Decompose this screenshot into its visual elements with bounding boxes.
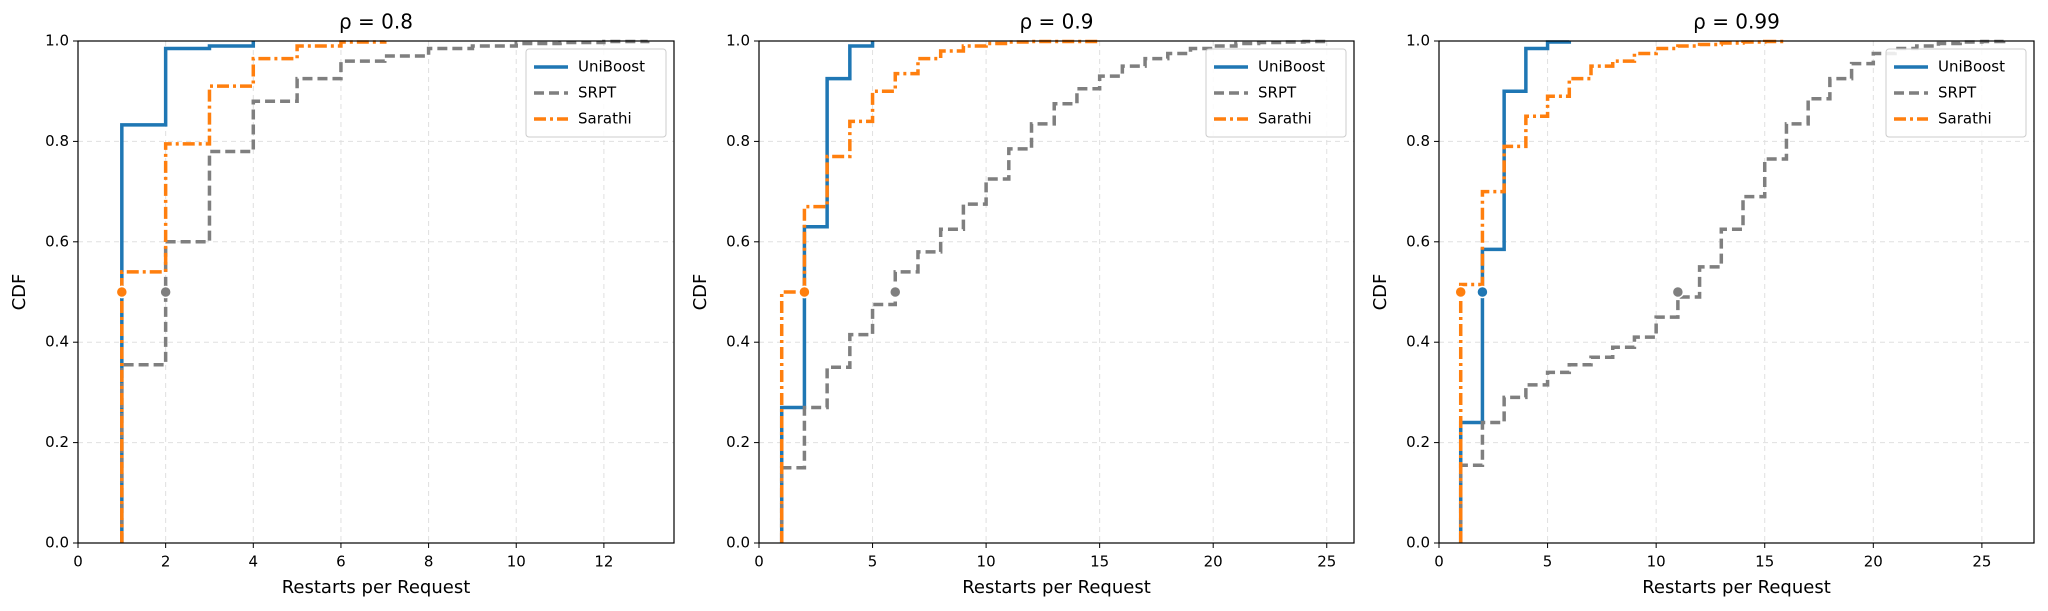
y-axis-label: CDF xyxy=(690,274,711,311)
legend-box xyxy=(525,48,667,138)
x-tick-label: 6 xyxy=(336,553,346,571)
legend-label: SRPT xyxy=(1938,84,1977,102)
median-marker xyxy=(798,285,811,299)
axes-frame xyxy=(1438,40,2035,544)
legend-label: UniBoost xyxy=(578,58,645,76)
x-tick-label: 10 xyxy=(1647,553,1666,571)
cdf-line xyxy=(779,41,875,543)
legend-label: UniBoost xyxy=(1938,58,2005,76)
median-marker xyxy=(115,285,129,299)
x-tick-label: 0 xyxy=(754,553,764,571)
cdf-line xyxy=(120,39,650,543)
chart-title: ρ = 0.9 xyxy=(1020,10,1094,34)
x-tick-label: 5 xyxy=(868,553,878,571)
median-marker xyxy=(1454,285,1467,299)
x-axis-label: Restarts per Request xyxy=(1642,577,1831,598)
legend-label: SRPT xyxy=(578,84,617,102)
y-axis-label: CDF xyxy=(1370,274,1391,311)
cdf-line xyxy=(1458,39,1789,543)
subplot: 0.0 0.2 0.4 0.6 0.8 1.0 0 2 4 6 8 10 12 ρ = 0.8 Restar… xyxy=(9,10,675,598)
x-tick-label: 0 xyxy=(73,553,83,571)
y-tick-label: 0.6 xyxy=(45,232,69,250)
subplot: 0.0 0.2 0.4 0.6 0.8 1.0 0 5 10 15 20 25 ρ = 0.99 Rest… xyxy=(1370,10,2035,598)
y-tick-label: 0.0 xyxy=(726,534,750,552)
y-tick-label: 0.2 xyxy=(1406,433,1430,451)
median-marker xyxy=(889,285,902,299)
y-tick-label: 0.8 xyxy=(726,132,750,150)
y-tick-label: 0.8 xyxy=(1406,132,1430,150)
x-tick-label: 10 xyxy=(507,553,526,571)
x-tick-label: 25 xyxy=(1317,553,1336,571)
y-tick-label: 1.0 xyxy=(45,32,69,50)
y-tick-label: 0.8 xyxy=(45,132,69,150)
subplot: 0.0 0.2 0.4 0.6 0.8 1.0 0 5 10 15 20 25 ρ = 0.9 Resta… xyxy=(690,10,1355,598)
x-tick-label: 12 xyxy=(594,553,613,571)
chart-title: ρ = 0.99 xyxy=(1693,10,1780,34)
median-marker xyxy=(1476,285,1489,299)
y-tick-label: 0.4 xyxy=(45,333,69,351)
y-tick-label: 0.4 xyxy=(1406,333,1430,351)
x-tick-label: 4 xyxy=(249,553,259,571)
median-marker xyxy=(159,285,172,299)
y-tick-label: 1.0 xyxy=(726,32,750,50)
y-axis-label: CDF xyxy=(9,274,30,311)
legend-label: Sarathi xyxy=(1938,110,1992,128)
cdf-line xyxy=(120,40,387,543)
legend-label: Sarathi xyxy=(578,110,632,128)
x-axis-label: Restarts per Request xyxy=(282,577,471,598)
legend-box xyxy=(1885,48,2027,138)
y-tick-label: 0.2 xyxy=(45,433,69,451)
cdf-line xyxy=(779,39,1329,543)
x-tick-label: 2 xyxy=(161,553,171,571)
y-tick-label: 0.6 xyxy=(1406,232,1430,250)
axes-frame xyxy=(77,40,675,544)
legend-label: SRPT xyxy=(1258,84,1297,102)
legend-box xyxy=(1205,48,1347,138)
x-tick-label: 15 xyxy=(1755,553,1774,571)
x-tick-label: 15 xyxy=(1090,553,1109,571)
y-tick-label: 0.0 xyxy=(1406,534,1430,552)
y-tick-label: 1.0 xyxy=(1406,32,1430,50)
x-tick-label: 20 xyxy=(1204,553,1223,571)
x-tick-label: 8 xyxy=(424,553,434,571)
cdf-line xyxy=(1458,40,1572,543)
cdf-line xyxy=(120,41,256,543)
x-tick-label: 0 xyxy=(1434,553,1444,571)
y-tick-label: 0.4 xyxy=(726,333,750,351)
x-tick-label: 25 xyxy=(1972,553,1991,571)
x-tick-label: 20 xyxy=(1864,553,1883,571)
legend-label: UniBoost xyxy=(1258,58,1325,76)
cdf-line xyxy=(1458,39,2006,543)
axes-frame xyxy=(758,40,1355,544)
median-marker xyxy=(1671,285,1685,299)
y-tick-label: 0.0 xyxy=(45,534,69,552)
legend-label: Sarathi xyxy=(1258,110,1312,128)
x-tick-label: 10 xyxy=(977,553,996,571)
x-axis-label: Restarts per Request xyxy=(962,577,1151,598)
cdf-line xyxy=(779,39,1102,543)
chart-title: ρ = 0.8 xyxy=(339,10,413,34)
y-tick-label: 0.6 xyxy=(726,232,750,250)
y-tick-label: 0.2 xyxy=(726,433,750,451)
x-tick-label: 5 xyxy=(1543,553,1553,571)
